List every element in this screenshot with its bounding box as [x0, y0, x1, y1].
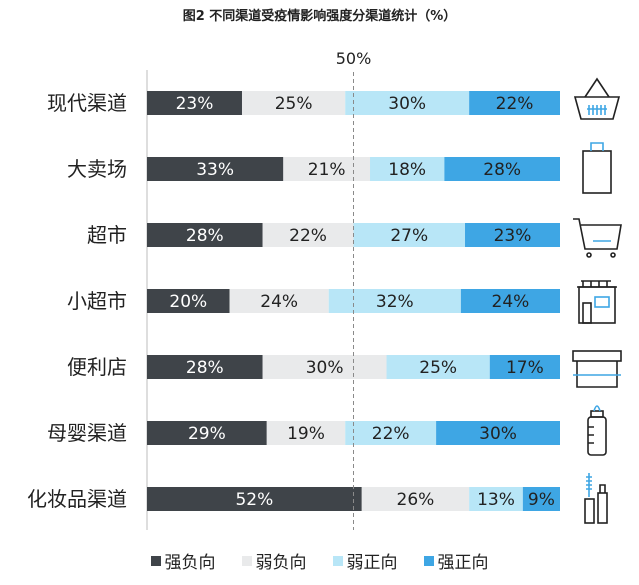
legend-item-weak-positive: 弱正向 — [332, 548, 398, 573]
store-front-icon — [577, 280, 617, 324]
data-label: 30% — [306, 358, 344, 378]
data-label: 30% — [479, 424, 517, 444]
legend-label: 弱正向 — [346, 553, 398, 573]
data-label: 17% — [506, 358, 544, 378]
bar-segment — [262, 223, 354, 247]
bar-segment — [147, 223, 263, 247]
bar-segment — [465, 223, 560, 247]
legend-swatch — [150, 555, 161, 566]
bar-segment — [436, 421, 560, 445]
category-label: 超市 — [87, 223, 127, 247]
bar-segment — [147, 91, 242, 115]
legend-item-weak-negative: 弱负向 — [241, 548, 307, 573]
shopping-cart-icon — [573, 218, 622, 258]
legend-item-strong-positive: 强正向 — [423, 548, 489, 573]
bar-segment — [266, 421, 346, 445]
data-label: 9% — [528, 490, 555, 510]
legend-swatch — [332, 555, 343, 566]
data-label: 52% — [235, 490, 273, 510]
bar-segment — [370, 157, 445, 181]
data-label: 24% — [260, 292, 298, 312]
baby-bottle-icon — [587, 405, 607, 456]
data-label: 23% — [494, 226, 532, 246]
shopping-bag-icon — [582, 142, 612, 194]
data-label: 25% — [275, 94, 313, 114]
data-label: 22% — [372, 424, 410, 444]
data-label: 21% — [308, 160, 346, 180]
bar-segment — [283, 157, 371, 181]
legend-swatch — [241, 555, 252, 566]
bar-segment — [460, 289, 560, 313]
data-label: 24% — [492, 292, 530, 312]
data-label: 22% — [496, 94, 534, 114]
bar-segment — [147, 487, 362, 511]
category-label: 大卖场 — [67, 157, 127, 181]
data-label: 33% — [196, 160, 234, 180]
basket-icon — [573, 77, 621, 120]
data-label: 19% — [287, 424, 325, 444]
bar-segment — [345, 91, 470, 115]
bar-segment — [386, 355, 490, 379]
data-label: 30% — [388, 94, 426, 114]
category-label: 母婴渠道 — [47, 421, 127, 445]
chart-title: 图2 不同渠道受疫情影响强度分渠道统计（%） — [182, 9, 457, 24]
bar-segment — [328, 289, 461, 313]
data-label: 18% — [388, 160, 426, 180]
legend-label: 强负向 — [164, 553, 216, 573]
bar-segment — [444, 157, 560, 181]
bar-segment — [147, 355, 263, 379]
bar-segment — [241, 91, 346, 115]
data-label: 28% — [186, 358, 224, 378]
category-label: 化妆品渠道 — [27, 487, 127, 511]
data-label: 13% — [477, 490, 515, 510]
legend-label: 强正向 — [437, 553, 489, 573]
bar-segment — [147, 157, 284, 181]
data-label: 29% — [188, 424, 226, 444]
data-label: 28% — [186, 226, 224, 246]
bar-segment — [147, 289, 230, 313]
data-label: 25% — [419, 358, 457, 378]
bar-segment — [361, 487, 470, 511]
bar-segment — [469, 91, 560, 115]
data-label: 27% — [390, 226, 428, 246]
data-label: 20% — [169, 292, 207, 312]
data-label: 28% — [483, 160, 521, 180]
legend-label: 弱负向 — [255, 553, 307, 573]
data-label: 32% — [376, 292, 414, 312]
reference-line-label: 50% — [336, 49, 372, 68]
legend-swatch — [423, 555, 434, 566]
bar-segment — [345, 421, 437, 445]
bar-segment — [489, 355, 560, 379]
category-label: 现代渠道 — [47, 91, 127, 115]
legend: 强负向 弱负向 弱正向 强正向 — [0, 548, 639, 573]
bar-segment — [353, 223, 466, 247]
category-label: 小超市 — [67, 289, 127, 313]
data-label: 23% — [176, 94, 214, 114]
bar-segment — [522, 487, 560, 511]
bar-segment — [147, 421, 267, 445]
data-label: 22% — [289, 226, 327, 246]
bar-segment — [229, 289, 329, 313]
bar-segment — [262, 355, 387, 379]
bar-segment — [469, 487, 523, 511]
cosmetics-icon — [584, 473, 608, 524]
legend-item-strong-negative: 强负向 — [150, 548, 216, 573]
category-label: 便利店 — [67, 355, 127, 379]
awning-shop-icon — [572, 350, 622, 388]
data-label: 26% — [397, 490, 435, 510]
